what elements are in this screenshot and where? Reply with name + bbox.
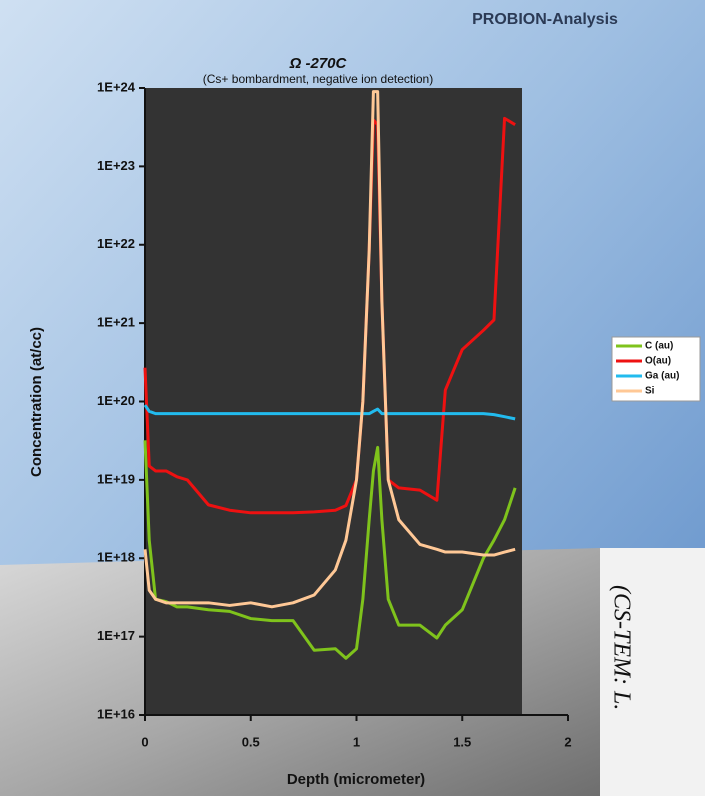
y-axis-title: Concentration (at/cc) xyxy=(28,327,45,477)
series-line xyxy=(143,440,517,660)
y-tick-label: 1E+23 xyxy=(97,158,135,173)
y-tick-label: 1E+16 xyxy=(97,706,135,721)
x-tick-label: 0 xyxy=(141,734,148,749)
y-tick-label: 1E+20 xyxy=(97,393,135,408)
x-tick-label: 2 xyxy=(564,734,571,749)
x-axis-title: Depth (micrometer) xyxy=(287,771,425,788)
series-line xyxy=(143,90,516,609)
y-tick-label: 1E+21 xyxy=(97,315,135,330)
chart-title: Ω -270C xyxy=(289,55,348,72)
legend-label: O(au) xyxy=(645,356,671,367)
plot-area xyxy=(145,88,522,715)
y-tick-label: 1E+22 xyxy=(97,236,135,251)
legend-label: Ga (au) xyxy=(645,371,679,382)
tem-panel xyxy=(600,548,705,796)
x-tick-label: 0.5 xyxy=(242,734,260,749)
series-line xyxy=(143,404,516,421)
legend-label: C (au) xyxy=(645,341,673,352)
brand: PROBION-Analysis xyxy=(472,11,618,28)
y-tick-label: 1E+24 xyxy=(97,79,136,94)
y-tick-label: 1E+18 xyxy=(97,550,135,565)
x-tick-label: 1.5 xyxy=(453,734,471,749)
y-tick-label: 1E+19 xyxy=(97,471,135,486)
legend-label: Si xyxy=(645,386,655,397)
chart-subtitle: (Cs+ bombardment, negative ion detection… xyxy=(203,72,433,86)
side-note: (CS-TEM: L. xyxy=(608,585,634,710)
y-tick-label: 1E+17 xyxy=(97,628,135,643)
x-tick-label: 1 xyxy=(353,734,360,749)
